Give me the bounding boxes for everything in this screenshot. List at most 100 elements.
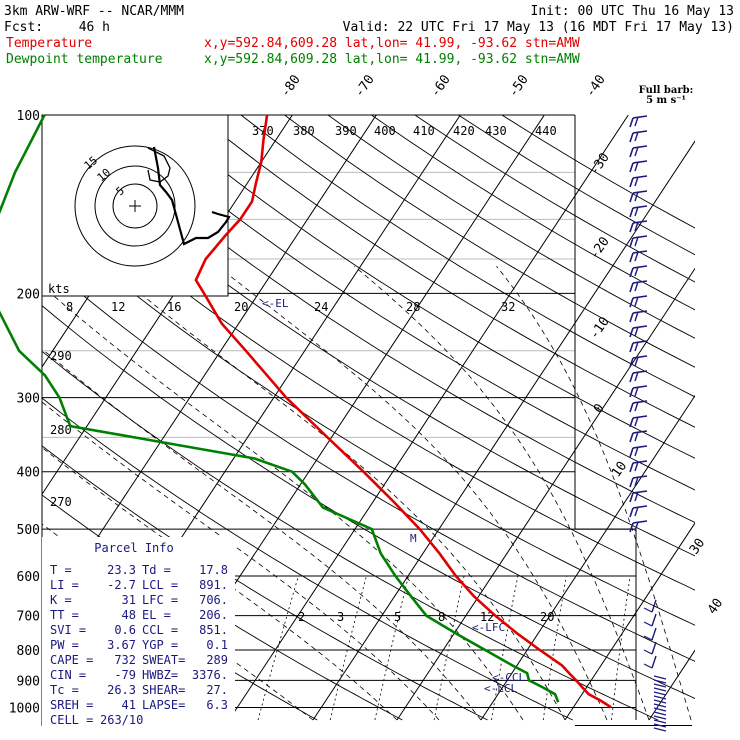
temperature-tick-label: -60 [428,72,454,100]
theta-label: 370 [252,124,274,138]
wind-barb-flag [629,327,634,338]
wind-barb [653,691,667,696]
wind-barb-shaft [632,355,648,359]
moist-adiabat-line [42,401,440,721]
wind-barb-flag [634,131,639,142]
wind-speed-label: 8 [66,300,73,314]
wind-barb-flag [629,237,634,248]
ccl-marker: <-CCL [492,671,525,684]
wind-barb-shaft [632,460,648,464]
wind-barb-flag [643,635,653,641]
wind-speed-label: 20 [234,300,248,314]
parcel-param-value: 27. [206,683,228,697]
mixing-marker: M [410,532,417,545]
pressure-label: 300 [17,392,40,407]
hodograph-ring-10 [94,165,176,247]
wind-speed-label: 16 [167,300,181,314]
wind-barb-shaft [632,445,648,449]
wind-barb [653,675,667,680]
wind-barb-flag [634,266,639,277]
parcel-param-value: 17.8 [199,563,228,577]
wind-barb-shaft [653,727,667,732]
wind-barb [629,505,648,518]
theta-label: 390 [335,124,357,138]
wind-barb [653,683,667,688]
mixing-ratio-line [611,575,631,721]
wind-barb-flag [634,236,639,247]
moist-adiabat-line [217,265,608,721]
pressure-label: 800 [17,644,40,659]
dry-adiabat-line [42,397,573,721]
parcel-param-value: 3.67 [107,638,136,652]
parcel-param-name: TT = [50,608,79,622]
temperature-axis-labels: -80 -70 -60 -50 -40 -30 -20 -10 0 10 30 40 [278,72,726,617]
wind-barb-flag [634,281,639,292]
wind-barb-flag [629,492,634,503]
parcel-param-value: 851. [199,623,228,637]
temperature-tick-label: 30 [687,536,708,557]
wind-speed-label: 24 [314,300,328,314]
parcel-param-value: -2.7 [107,578,136,592]
wind-barb-flag [643,663,653,669]
parcel-param-name: SHEAR= [142,683,185,697]
el-marker: <-EL [262,297,289,310]
temperature-tick-label: 0 [591,401,608,416]
wind-barb-shaft [651,655,657,669]
wind-barb-flag [634,161,639,172]
wind-barb-shaft [632,235,648,239]
wind-barb-flag [634,371,639,382]
wind-barb-flag [634,416,639,427]
dry-adiabat-line [153,115,695,459]
parcel-param-name: HWBZ= [142,668,178,682]
legend-temperature-name: Temperature [6,36,92,51]
wind-barb [629,250,648,263]
parcel-param-value: 289 [206,653,228,667]
wind-barb-shaft [653,723,667,728]
parcel-param-name: Tc = [50,683,79,697]
legend-temperature-info: x,y=592.84,609.28 lat,lon= 41.99, -93.62… [204,36,580,51]
full-barb-label: Full barb: [639,85,694,96]
wind-barb [629,115,648,128]
wind-barb-shaft [653,707,667,712]
wind-barb-shaft [632,325,648,329]
wind-barb-flag [629,132,634,143]
wind-barb-flag [629,357,634,368]
wind-barb [629,325,648,338]
mixing-ratio-line [491,575,519,721]
wind-barb [629,145,648,158]
temperature-tick-label: -80 [278,72,304,100]
parcel-param-name: CIN = [50,668,86,682]
pressure-label: 600 [17,570,40,585]
wind-barb-shaft [632,250,648,254]
wind-barb-shaft [632,430,648,434]
wind-barb-shaft [632,115,648,119]
wind-barb [629,520,648,533]
mixing-ratio-lines [257,575,631,721]
wind-barb [629,160,648,173]
wind-barb-flag [634,311,639,322]
mixing-ratio-label: 20 [540,610,554,624]
wind-barb-shaft [632,310,648,314]
hodograph-ring-15 [74,145,196,267]
parcel-param-name: LAPSE= [142,698,185,712]
wind-barb-flag [629,207,634,218]
dry-adiabat-line [42,305,695,699]
wind-barb [629,400,648,413]
wind-barb-flag [629,267,634,278]
pressure-axis-labels: 100 200 300 400 500 600 700 800 900 1000 [9,109,40,716]
mixing-ratio-line [433,575,465,721]
wind-barb-shaft [653,699,667,704]
wind-barb-shaft [632,265,648,269]
wind-barb-shaft [632,505,648,509]
wind-barb-flag [634,431,639,442]
pressure-label: 200 [17,287,40,302]
wind-barb-flag [634,341,639,352]
parcel-param-name: Td = [142,563,171,577]
wind-barb-shaft [632,190,648,194]
theta-label: 420 [453,124,475,138]
dry-adiabat-line [42,173,695,591]
theta-label: 410 [413,124,435,138]
wind-barb [629,475,648,488]
moist-adiabats [42,265,692,721]
